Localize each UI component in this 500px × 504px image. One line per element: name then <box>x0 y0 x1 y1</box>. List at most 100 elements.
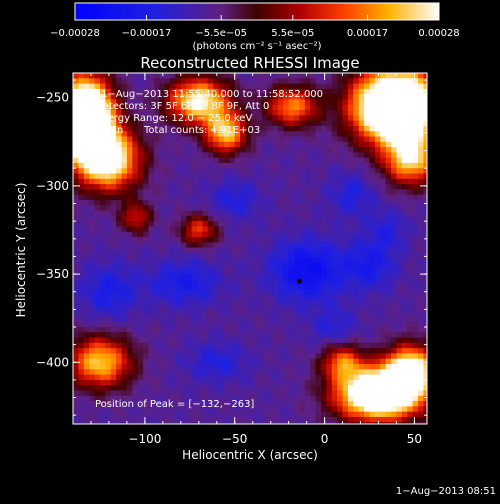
heatmap-cell <box>267 168 274 175</box>
heatmap-cell <box>159 247 166 254</box>
heatmap-cell <box>191 205 198 212</box>
heatmap-cell <box>175 189 182 196</box>
heatmap-cell <box>143 321 150 328</box>
heatmap-cell <box>267 94 274 101</box>
heatmap-cell <box>170 231 177 238</box>
heatmap-cell <box>412 189 419 196</box>
heatmap-cell <box>369 215 376 222</box>
heatmap-cell <box>196 258 203 265</box>
heatmap-cell <box>250 263 257 270</box>
heatmap-cell <box>353 321 360 328</box>
heatmap-cell <box>256 99 263 106</box>
heatmap-cell <box>412 258 419 265</box>
heatmap-cell <box>175 173 182 180</box>
heatmap-cell <box>261 311 268 318</box>
heatmap-cell <box>196 252 203 259</box>
heatmap-cell <box>294 110 301 116</box>
heatmap-cell <box>374 279 381 286</box>
heatmap-cell <box>277 189 284 196</box>
heatmap-cell <box>223 131 230 138</box>
heatmap-cell <box>423 268 427 275</box>
heatmap-cell <box>218 104 225 111</box>
heatmap-cell <box>380 215 387 222</box>
heatmap-cell <box>358 342 365 349</box>
heatmap-cell <box>73 120 79 127</box>
heatmap-cell <box>234 88 241 95</box>
heatmap-cell <box>164 374 171 381</box>
heatmap-cell <box>240 401 247 407</box>
heatmap-cell <box>299 226 306 233</box>
heatmap-cell <box>110 242 117 249</box>
heatmap-cell <box>337 411 344 418</box>
heatmap-cell <box>364 311 371 318</box>
heatmap-cell <box>256 401 263 407</box>
heatmap-cell <box>407 311 414 318</box>
heatmap-cell <box>396 305 403 312</box>
heatmap-cell <box>153 311 160 318</box>
heatmap-cell <box>358 311 365 318</box>
heatmap-cell <box>105 104 112 111</box>
heatmap-cell <box>412 226 419 233</box>
heatmap-cell <box>256 332 263 339</box>
heatmap-cell <box>288 321 295 328</box>
heatmap-cell <box>337 99 344 106</box>
heatmap-cell <box>369 173 376 180</box>
heatmap-cell <box>229 401 236 407</box>
heatmap-cell <box>353 173 360 180</box>
heatmap-cell <box>148 205 155 212</box>
heatmap-cell <box>110 152 117 159</box>
heatmap-cell <box>407 189 414 196</box>
heatmap-cell <box>153 221 160 228</box>
heatmap-cell <box>229 152 236 159</box>
heatmap-cell <box>418 348 425 355</box>
heatmap-cell <box>304 406 311 413</box>
heatmap-cell <box>261 152 268 159</box>
heatmap-cell <box>73 401 79 407</box>
heatmap-cell <box>294 390 301 397</box>
heatmap-cell <box>261 115 268 122</box>
heatmap-cell <box>159 326 166 333</box>
heatmap-cell <box>331 337 338 344</box>
heatmap-cell <box>164 194 171 201</box>
heatmap-cell <box>110 305 117 312</box>
heatmap-cell <box>331 242 338 249</box>
heatmap-cell <box>347 104 354 111</box>
heatmap-cell <box>267 147 274 153</box>
heatmap-cell <box>78 422 85 424</box>
heatmap-cell <box>223 279 230 286</box>
heatmap-cell <box>159 147 166 153</box>
heatmap-cell <box>385 199 392 206</box>
heatmap-cell <box>423 237 427 243</box>
heatmap-cell <box>364 390 371 397</box>
heatmap-cell <box>320 422 327 424</box>
heatmap-cell <box>99 168 106 175</box>
heatmap-cell <box>256 94 263 101</box>
heatmap-cell <box>240 83 247 90</box>
heatmap-cell <box>121 353 128 360</box>
heatmap-cell <box>385 173 392 180</box>
heatmap-cell <box>331 374 338 381</box>
heatmap-cell <box>320 110 327 116</box>
heatmap-cell <box>245 125 252 132</box>
heatmap-cell <box>110 395 117 402</box>
heatmap-cell <box>132 147 139 153</box>
heatmap-cell <box>143 141 150 148</box>
heatmap-cell <box>191 189 198 196</box>
heatmap-cell <box>315 284 322 291</box>
heatmap-cell <box>105 274 112 280</box>
heatmap-cell <box>143 215 150 222</box>
heatmap-cell <box>358 295 365 302</box>
heatmap-cell <box>78 73 85 79</box>
heatmap-cell <box>337 295 344 302</box>
heatmap-cell <box>105 369 112 376</box>
heatmap-cell <box>337 390 344 397</box>
heatmap-cell <box>256 237 263 243</box>
heatmap-cell <box>380 289 387 296</box>
heatmap-cell <box>342 147 349 153</box>
heatmap-cell <box>180 231 187 238</box>
heatmap-cell <box>99 125 106 132</box>
heatmap-cell <box>326 379 333 386</box>
heatmap-cell <box>170 401 177 407</box>
heatmap-cell <box>364 152 371 159</box>
heatmap-cell <box>315 337 322 344</box>
